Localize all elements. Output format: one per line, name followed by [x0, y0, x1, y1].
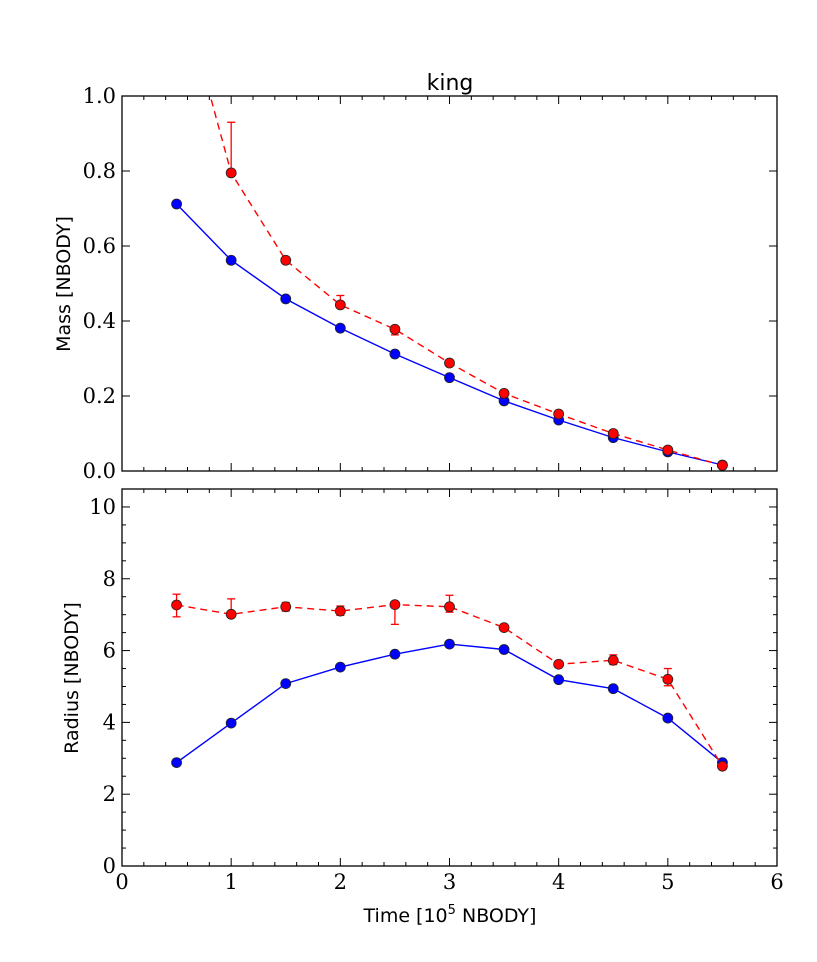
radius-red-dashed-point	[280, 601, 292, 613]
radius-blue-solid-point	[334, 661, 346, 673]
mass-blue-solid-line	[176, 203, 723, 466]
radius-blue-solid-point	[662, 712, 674, 724]
radius-panel: 0 2 4 6 8 10 0 1 2 3 4 5 6	[89, 488, 784, 894]
mass-red-dashed-point	[717, 459, 728, 471]
mass-y-tick-label: 0.2	[83, 384, 116, 408]
mass-red-dashed-point	[225, 167, 237, 179]
mass-red-dashed-point	[498, 387, 510, 399]
mass-plot-frame	[121, 95, 778, 472]
mass-series-group	[171, 96, 728, 471]
radius-red-dashed-point	[662, 673, 674, 685]
radius-red-dashed-point	[334, 605, 346, 617]
mass-y-tick-label: 0.4	[83, 309, 116, 333]
mass-y-tick-label: 0.0	[83, 459, 116, 483]
radius-red-dashed-point	[389, 599, 401, 611]
radius-blue-solid-point	[498, 644, 510, 655]
radius-y-tick-label: 6	[103, 639, 116, 663]
radius-red-dashed-point	[444, 601, 455, 613]
mass-red-dashed-point	[389, 323, 401, 335]
radius-blue-solid-point	[607, 683, 619, 695]
radius-blue-solid-point	[280, 678, 292, 690]
mass-red-dashed-point	[553, 408, 565, 420]
x-axis-label-pre: Time [10	[363, 905, 448, 927]
radius-x-tick-label: 2	[334, 870, 347, 894]
radius-blue-solid-point	[389, 648, 401, 660]
radius-x-tick-label: 3	[443, 870, 456, 894]
radius-red-dashed-point	[498, 622, 510, 633]
mass-red-dashed-point	[607, 428, 619, 439]
mass-red-dashed-point	[334, 299, 346, 311]
chart-title: king	[427, 71, 474, 96]
mass-blue-solid-point	[280, 293, 292, 305]
radius-plot-frame	[121, 488, 778, 867]
radius-x-tick-label: 4	[552, 870, 565, 894]
mass-red-dashed-point	[444, 357, 455, 369]
radius-series-group	[171, 593, 728, 772]
mass-y-tick-label: 0.6	[83, 234, 116, 258]
radius-blue-solid-point	[553, 674, 565, 686]
radius-y-tick-label: 8	[103, 567, 116, 591]
radius-y-tick-label: 0	[103, 854, 116, 878]
radius-y-tick-label: 10	[89, 495, 116, 519]
mass-panel: 0.0 0.2 0.4 0.6 0.8 1.0	[83, 84, 778, 483]
radius-red-dashed-point	[553, 658, 565, 670]
radius-blue-solid-line	[176, 643, 723, 764]
radius-red-dashed-point	[225, 608, 237, 620]
radius-x-tick-label: 6	[770, 870, 783, 894]
radius-x-tick-label: 0	[115, 870, 128, 894]
mass-blue-solid-point	[334, 322, 346, 334]
mass-red-dashed-line	[209, 96, 723, 467]
radius-blue-solid-point	[171, 757, 182, 768]
x-axis-label-sup: 5	[448, 903, 456, 918]
radius-y-tick-label: 2	[103, 782, 116, 806]
radius-x-tick-label: 5	[661, 870, 674, 894]
radius-red-dashed-point	[717, 760, 728, 772]
radius-red-dashed-point	[171, 599, 182, 611]
mass-red-dashed-point	[662, 444, 674, 456]
x-axis-label-post: NBODY]	[456, 905, 537, 927]
radius-blue-solid-point	[444, 638, 455, 650]
radius-red-dashed-point	[607, 654, 619, 666]
mass-blue-solid-point	[389, 348, 401, 360]
radius-y-tick-label: 4	[103, 710, 116, 734]
y-axis-label-radius: Radius [NBODY]	[61, 602, 83, 754]
x-axis-label: Time [105 NBODY]	[363, 903, 537, 927]
radius-red-dashed-line	[176, 603, 724, 767]
radius-x-tick-label: 1	[224, 870, 237, 894]
mass-y-tick-label: 0.8	[83, 159, 116, 183]
mass-blue-solid-point	[171, 198, 182, 210]
y-axis-label-mass: Mass [NBODY]	[53, 216, 75, 352]
mass-y-tick-label: 1.0	[83, 84, 116, 108]
mass-blue-solid-point	[444, 372, 455, 384]
radius-blue-solid-point	[225, 717, 237, 729]
mass-blue-solid-point	[225, 254, 237, 266]
mass-red-dashed-point	[280, 254, 292, 266]
